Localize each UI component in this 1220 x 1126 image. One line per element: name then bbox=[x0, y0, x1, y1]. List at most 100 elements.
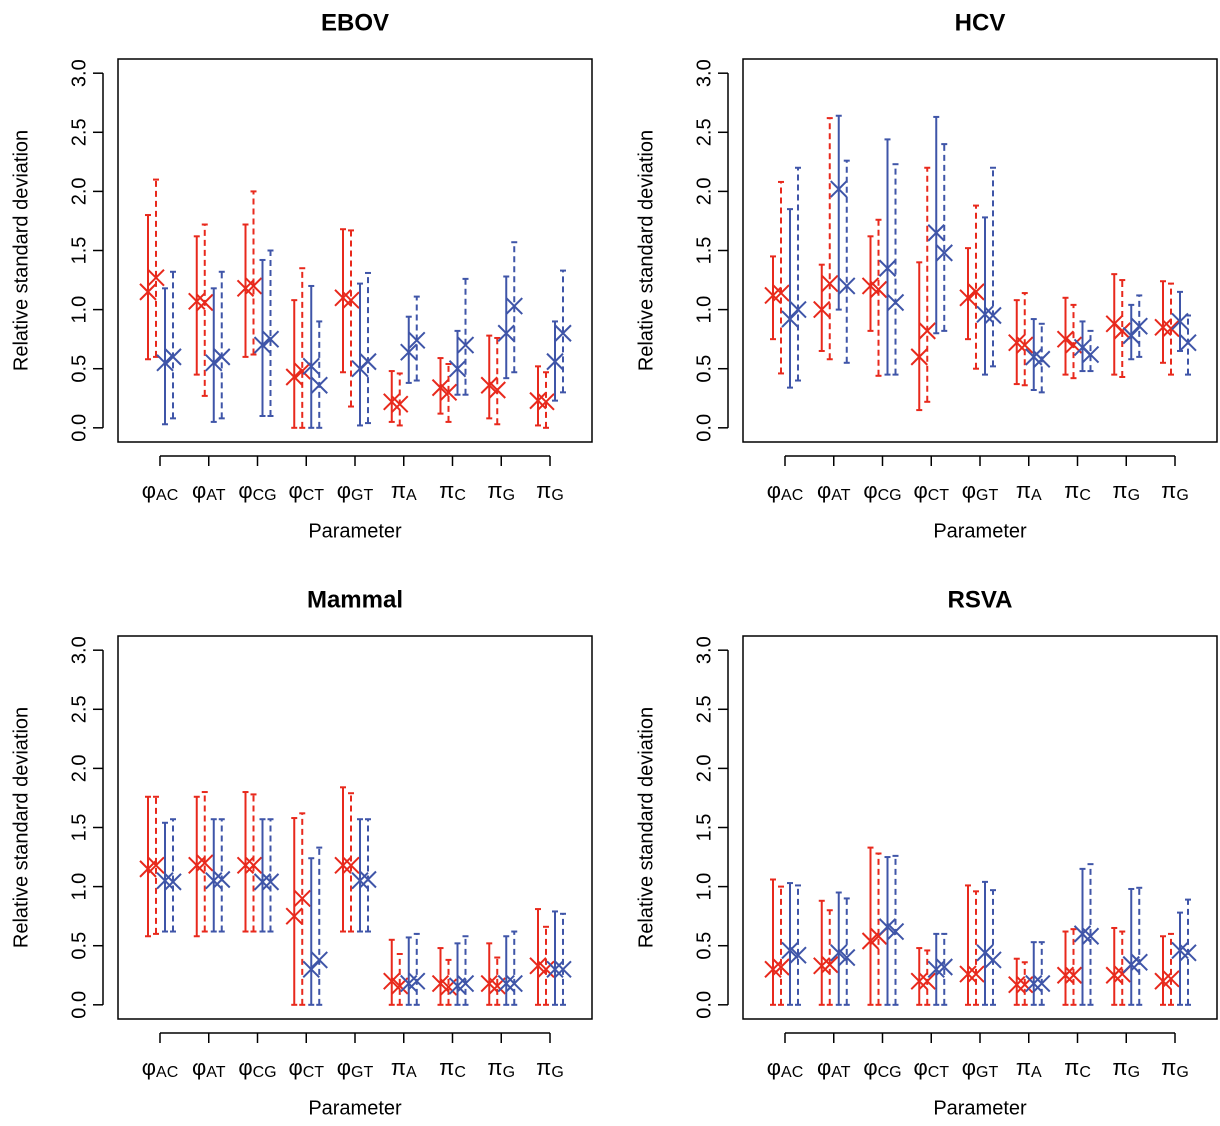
error-bar bbox=[1160, 935, 1166, 1006]
x-tick-symbol: φ bbox=[767, 478, 781, 503]
panel-title: HCV bbox=[955, 9, 1006, 36]
x-tick-subscript: CT bbox=[303, 487, 325, 504]
y-tick-label: 0.5 bbox=[693, 932, 715, 960]
error-bar bbox=[340, 228, 346, 374]
y-tick-label: 2.0 bbox=[68, 754, 90, 782]
point-marker bbox=[772, 958, 790, 976]
error-bar bbox=[892, 163, 899, 376]
x-tick-subscript: G bbox=[1128, 1064, 1140, 1081]
error-bar bbox=[170, 270, 176, 420]
error-bar bbox=[1030, 941, 1037, 1006]
x-tick-label: φGT bbox=[962, 1055, 999, 1081]
x-tick-symbol: φ bbox=[817, 1055, 831, 1080]
plot-frame bbox=[117, 58, 593, 443]
point-marker bbox=[302, 357, 320, 376]
point-marker bbox=[285, 368, 303, 386]
error-bar bbox=[201, 223, 208, 397]
x-tick-label: φAC bbox=[767, 1055, 804, 1081]
error-bar bbox=[316, 320, 323, 429]
error-bar bbox=[924, 949, 931, 1006]
x-tick-label: φCG bbox=[238, 478, 276, 504]
x-tick-label: φCT bbox=[913, 478, 949, 504]
point-marker bbox=[400, 343, 418, 361]
error-bar bbox=[982, 880, 988, 1006]
x-tick-symbol: φ bbox=[767, 1055, 781, 1080]
x-tick-label: πG bbox=[487, 478, 515, 504]
x-tick-label: φGT bbox=[962, 478, 999, 504]
error-bar bbox=[916, 947, 923, 1006]
error-bar bbox=[348, 792, 354, 933]
error-bar bbox=[990, 166, 996, 368]
point-marker bbox=[147, 268, 165, 287]
error-bar bbox=[486, 942, 493, 1006]
x-tick-subscript: AC bbox=[781, 1064, 803, 1081]
error-bar bbox=[396, 372, 403, 427]
x-tick-subscript: AC bbox=[156, 487, 178, 504]
error-bar bbox=[916, 261, 923, 412]
error-bar bbox=[560, 269, 566, 394]
x-tick-symbol: φ bbox=[142, 478, 156, 503]
point-marker bbox=[480, 376, 498, 394]
x-tick-symbol: π bbox=[1112, 478, 1127, 503]
y-tick-label: 3.0 bbox=[693, 59, 715, 87]
x-tick-symbol: φ bbox=[238, 1055, 252, 1080]
y-tick-label: 2.0 bbox=[693, 754, 715, 782]
error-bar bbox=[486, 334, 493, 420]
error-bar bbox=[787, 882, 793, 1006]
error-bar bbox=[316, 846, 323, 1006]
point-marker bbox=[1016, 336, 1034, 354]
plot-frame bbox=[117, 635, 593, 1020]
x-tick-symbol: π bbox=[391, 1055, 406, 1080]
x-tick-subscript: AC bbox=[781, 487, 803, 504]
x-tick-symbol: φ bbox=[192, 478, 206, 503]
x-tick-subscript: C bbox=[454, 487, 466, 504]
x-axis-label: Parameter bbox=[933, 520, 1027, 542]
point-marker bbox=[959, 965, 977, 983]
error-bar bbox=[445, 958, 452, 1006]
point-marker bbox=[1154, 318, 1172, 337]
point-marker bbox=[554, 324, 572, 342]
error-bar bbox=[218, 270, 225, 420]
x-tick-label: φCG bbox=[863, 1055, 901, 1081]
panel: RSVA 0.0 0.5 1.0 1.5 2.0 2.5 3.0 Relative standa… bbox=[635, 586, 1218, 1119]
point-marker bbox=[156, 354, 174, 372]
x-tick-subscript: G bbox=[1128, 487, 1140, 504]
x-tick-subscript: AT bbox=[831, 1064, 850, 1081]
y-tick-label: 0.5 bbox=[68, 355, 90, 383]
x-tick-subscript: A bbox=[406, 487, 417, 504]
x-axis-label: Parameter bbox=[933, 1097, 1027, 1119]
error-bar bbox=[535, 908, 541, 1006]
y-tick-label: 0.0 bbox=[68, 991, 90, 1019]
error-bar bbox=[1030, 318, 1037, 391]
x-tick-label: πA bbox=[391, 1055, 417, 1081]
y-tick-label: 1.0 bbox=[68, 873, 90, 901]
point-marker bbox=[918, 322, 936, 340]
error-bar bbox=[843, 897, 850, 1006]
error-bar bbox=[267, 249, 274, 417]
error-bar bbox=[941, 932, 948, 1006]
error-bar bbox=[291, 817, 298, 1006]
point-marker bbox=[147, 856, 165, 875]
y-tick-label: 2.5 bbox=[693, 118, 715, 146]
error-bar bbox=[552, 910, 558, 1006]
point-marker bbox=[1162, 319, 1180, 338]
point-marker bbox=[935, 244, 953, 262]
error-bar bbox=[413, 932, 420, 1006]
point-marker bbox=[253, 873, 272, 891]
x-tick-label: πG bbox=[1161, 478, 1189, 504]
y-tick-label: 1.0 bbox=[68, 296, 90, 324]
error-bar bbox=[145, 795, 151, 938]
x-tick-symbol: φ bbox=[337, 1055, 351, 1080]
x-tick-subscript: CG bbox=[253, 1064, 277, 1081]
x-tick-label: πG bbox=[1161, 1055, 1189, 1081]
point-marker bbox=[927, 224, 945, 242]
y-tick-label: 2.0 bbox=[693, 177, 715, 205]
error-bar bbox=[218, 818, 225, 933]
point-marker bbox=[505, 974, 523, 993]
x-tick-subscript: GT bbox=[351, 1064, 373, 1081]
error-bar bbox=[1185, 314, 1191, 376]
error-bar bbox=[1021, 292, 1028, 387]
x-tick-label: πG bbox=[536, 1055, 564, 1081]
error-bar bbox=[875, 218, 882, 377]
